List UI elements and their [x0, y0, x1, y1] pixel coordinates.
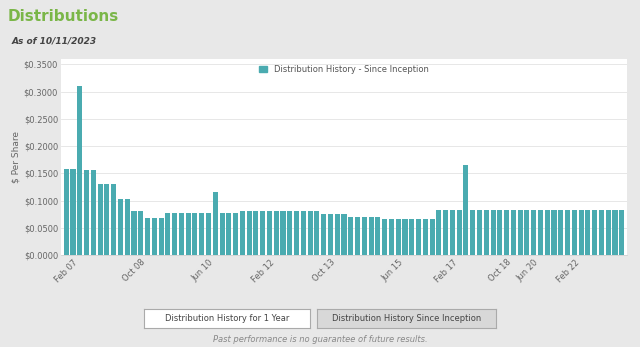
Bar — [375, 217, 380, 255]
Bar — [253, 211, 259, 255]
Bar — [63, 169, 68, 255]
Bar — [524, 210, 529, 255]
Bar — [91, 170, 96, 255]
Bar — [335, 214, 340, 255]
Bar — [572, 210, 577, 255]
Bar — [531, 210, 536, 255]
Bar — [125, 199, 130, 255]
Legend: Distribution History - Since Inception: Distribution History - Since Inception — [256, 61, 432, 77]
Bar — [538, 210, 543, 255]
Bar — [104, 184, 109, 255]
Bar — [274, 211, 279, 255]
Bar — [212, 193, 218, 255]
Bar — [280, 211, 285, 255]
Bar — [504, 210, 509, 255]
Bar — [423, 219, 428, 255]
Bar — [342, 214, 346, 255]
Bar — [159, 218, 164, 255]
Bar — [301, 211, 306, 255]
Bar — [558, 210, 563, 255]
Bar — [369, 217, 374, 255]
Bar — [186, 213, 191, 255]
Bar — [321, 214, 326, 255]
Bar — [436, 210, 442, 255]
Bar — [389, 219, 394, 255]
Bar — [233, 213, 238, 255]
Bar — [579, 210, 584, 255]
Bar — [152, 218, 157, 255]
Text: Distribution History for 1 Year: Distribution History for 1 Year — [165, 314, 289, 323]
Bar — [70, 169, 76, 255]
Y-axis label: $ Per Share: $ Per Share — [12, 131, 21, 183]
Bar — [586, 210, 591, 255]
Bar — [260, 211, 265, 255]
Bar — [477, 210, 482, 255]
Bar — [484, 210, 489, 255]
Bar — [179, 213, 184, 255]
Bar — [314, 211, 319, 255]
Bar — [193, 213, 198, 255]
Bar — [456, 210, 461, 255]
Bar — [294, 211, 299, 255]
Bar — [382, 219, 387, 255]
Bar — [111, 184, 116, 255]
Bar — [328, 214, 333, 255]
Bar — [552, 210, 557, 255]
Bar — [84, 170, 89, 255]
Bar — [396, 219, 401, 255]
Bar — [490, 210, 495, 255]
Bar — [362, 217, 367, 255]
Bar — [287, 211, 292, 255]
Bar — [199, 213, 204, 255]
Bar — [267, 211, 272, 255]
Bar — [138, 211, 143, 255]
Bar — [518, 210, 523, 255]
Bar — [355, 217, 360, 255]
Bar — [450, 210, 455, 255]
Bar — [409, 219, 414, 255]
Bar — [165, 213, 170, 255]
Bar — [172, 213, 177, 255]
Text: Distribution History Since Inception: Distribution History Since Inception — [332, 314, 481, 323]
Bar — [77, 86, 83, 255]
Text: As of 10/11/2023: As of 10/11/2023 — [12, 36, 97, 45]
Bar — [592, 210, 597, 255]
Bar — [612, 210, 618, 255]
Bar — [348, 217, 353, 255]
Bar — [497, 210, 502, 255]
Bar — [416, 219, 421, 255]
Text: Past performance is no guarantee of future results.: Past performance is no guarantee of futu… — [212, 335, 428, 344]
Bar — [565, 210, 570, 255]
Bar — [240, 211, 245, 255]
Bar — [227, 213, 232, 255]
Bar — [220, 213, 225, 255]
Bar — [470, 210, 476, 255]
Bar — [246, 211, 252, 255]
Bar — [599, 210, 604, 255]
Bar — [443, 210, 448, 255]
Bar — [145, 218, 150, 255]
Bar — [308, 211, 313, 255]
Bar — [511, 210, 516, 255]
Bar — [403, 219, 408, 255]
Bar — [206, 213, 211, 255]
Bar — [118, 199, 123, 255]
Bar — [429, 219, 435, 255]
Bar — [605, 210, 611, 255]
Bar — [620, 210, 625, 255]
Bar — [463, 164, 468, 255]
Bar — [545, 210, 550, 255]
Bar — [131, 211, 136, 255]
Text: Distributions: Distributions — [8, 9, 119, 24]
Bar — [97, 184, 102, 255]
